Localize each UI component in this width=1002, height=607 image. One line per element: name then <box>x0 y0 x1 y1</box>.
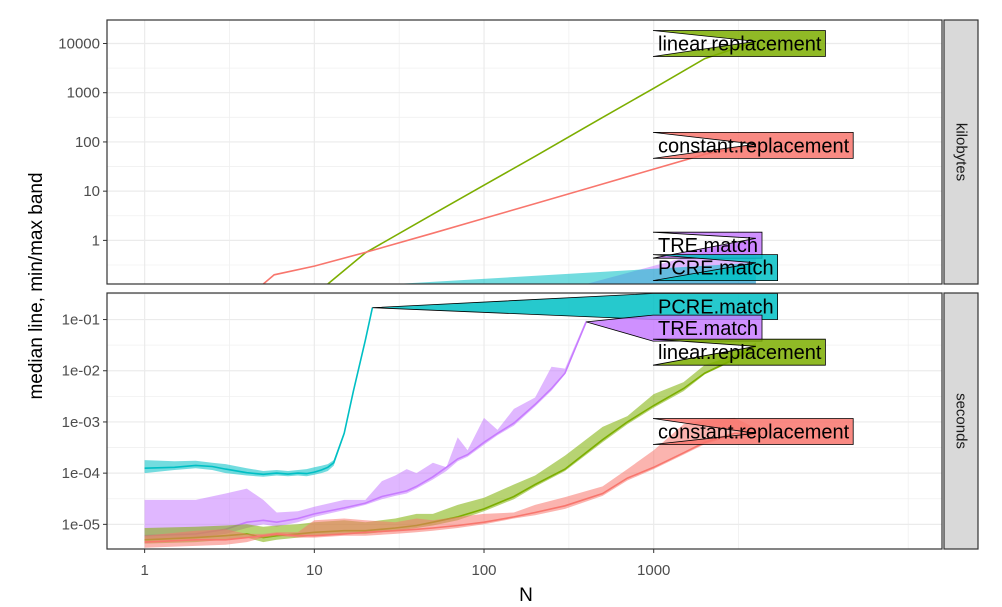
direct-label-text: constant.replacement <box>658 135 850 157</box>
panel-seconds: 1e-05 1e-04 1e-03 1e-02 1e-01 PCRE.matchTRE.m… <box>62 292 979 550</box>
y-tick-label: 100 <box>75 134 100 151</box>
x-tick-label: 1 <box>140 562 148 579</box>
band-tre-match <box>144 319 587 540</box>
line-tre-match <box>144 321 587 537</box>
direct-label-box <box>586 314 763 342</box>
facet-strip-label: kilobytes <box>953 123 970 181</box>
panel-border <box>106 19 943 285</box>
direct-label-text: TRE.match <box>658 318 758 340</box>
direct-label-box <box>652 418 854 445</box>
panels-layer: 1 10 100 1000 10000 linear.replacement constan… <box>58 19 979 550</box>
direct-label-constant-replacement: constant.replacement <box>652 418 854 445</box>
direct-label-linear-replacement: linear.replacement <box>652 338 826 366</box>
y-tick-label: 1000 <box>67 85 100 102</box>
direct-label-text: linear.replacement <box>658 342 822 364</box>
band-constant-replacement <box>144 417 756 548</box>
direct-label-text: constant.replacement <box>658 422 850 444</box>
x-tick-label: 10 <box>306 562 323 579</box>
direct-label-box <box>652 254 778 282</box>
direct-label-linear-replacement: linear.replacement <box>652 30 826 57</box>
direct-label-box <box>652 30 826 57</box>
y-tick-label: 1e-05 <box>62 516 100 533</box>
x-tick-label: 100 <box>472 562 497 579</box>
panel-border <box>106 292 943 550</box>
y-tick-label: 1e-01 <box>62 312 100 329</box>
line-constant-replacement <box>262 143 757 284</box>
direct-label-text: PCRE.match <box>658 296 774 318</box>
direct-label-tre-match: TRE.match <box>586 314 763 342</box>
direct-label-constant-replacement: constant.replacement <box>652 131 854 159</box>
facet-strip-seconds <box>943 292 979 550</box>
facet-strip-kilobytes <box>943 19 979 285</box>
y-axis-title: median line, min/max band <box>26 172 47 399</box>
panel-kilobytes: 1 10 100 1000 10000 linear.replacement constan… <box>58 19 979 285</box>
direct-label-pcre-match: PCRE.match <box>372 293 778 320</box>
line-pcre-match <box>144 307 374 476</box>
y-tick-label: 10000 <box>58 35 100 52</box>
y-tick-label: 1e-04 <box>62 465 100 482</box>
direct-label-text: PCRE.match <box>658 258 774 280</box>
panel-data <box>144 306 757 548</box>
x-axis-title: N <box>519 585 533 606</box>
direct-label-box <box>652 338 826 366</box>
y-tick-label: 1 <box>92 232 100 249</box>
y-tick-label: 1e-02 <box>62 363 100 380</box>
direct-label-text: TRE.match <box>658 235 758 257</box>
direct-label-box <box>372 293 778 320</box>
line-linear-replacement <box>327 40 757 284</box>
x-tick-label: 1000 <box>637 562 670 579</box>
line-constant-replacement <box>144 432 756 543</box>
y-tick-label: 1e-03 <box>62 414 100 431</box>
direct-label-box <box>652 131 854 159</box>
y-tick-label: 10 <box>83 183 100 200</box>
x-axis: 1 10 100 1000 <box>140 549 670 579</box>
facet-strip-label: seconds <box>953 393 970 449</box>
direct-label-text: linear.replacement <box>658 33 822 55</box>
direct-label-pcre-match: PCRE.match <box>652 254 778 282</box>
